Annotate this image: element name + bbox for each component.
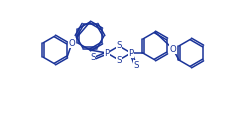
Text: S: S xyxy=(133,61,139,70)
Text: S: S xyxy=(116,41,122,50)
Text: S: S xyxy=(90,53,96,63)
Text: S: S xyxy=(116,56,122,65)
Text: O: O xyxy=(170,44,176,53)
Text: P: P xyxy=(128,48,134,57)
Text: O: O xyxy=(69,38,75,48)
Text: P: P xyxy=(104,48,110,57)
